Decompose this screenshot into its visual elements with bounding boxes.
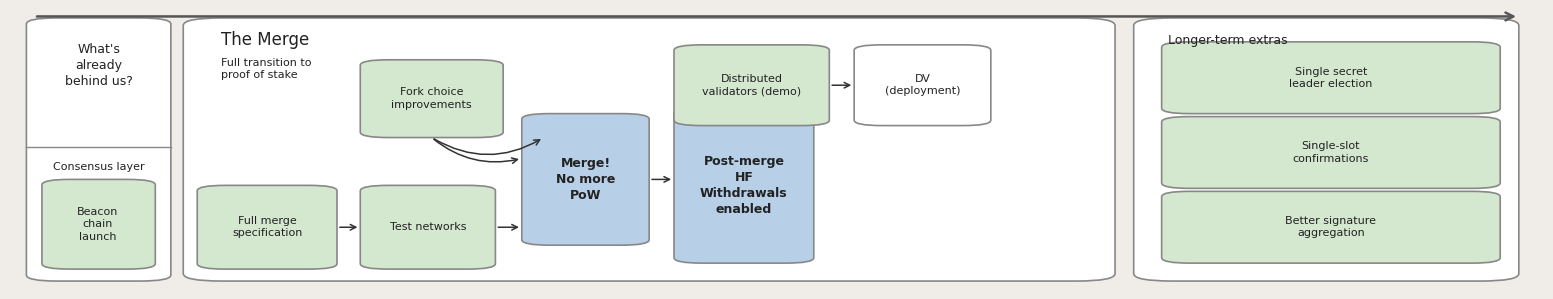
FancyBboxPatch shape <box>674 45 829 126</box>
FancyBboxPatch shape <box>1162 42 1500 114</box>
FancyBboxPatch shape <box>1162 117 1500 188</box>
Text: Single secret
leader election: Single secret leader election <box>1289 67 1373 89</box>
FancyBboxPatch shape <box>360 60 503 138</box>
Text: DV
(deployment): DV (deployment) <box>885 74 960 96</box>
Text: The Merge: The Merge <box>221 31 309 49</box>
Text: What's
already
behind us?: What's already behind us? <box>65 43 132 88</box>
FancyBboxPatch shape <box>522 114 649 245</box>
FancyBboxPatch shape <box>42 179 155 269</box>
Text: Post-merge
HF
Withdrawals
enabled: Post-merge HF Withdrawals enabled <box>700 155 787 216</box>
FancyBboxPatch shape <box>1134 18 1519 281</box>
Text: Single-slot
confirmations: Single-slot confirmations <box>1292 141 1370 164</box>
Text: Merge!
No more
PoW: Merge! No more PoW <box>556 157 615 202</box>
FancyBboxPatch shape <box>854 45 991 126</box>
Text: Longer-term extras: Longer-term extras <box>1168 34 1287 47</box>
Text: Better signature
aggregation: Better signature aggregation <box>1286 216 1376 238</box>
Text: Beacon
chain
launch: Beacon chain launch <box>78 207 118 242</box>
Text: Consensus layer: Consensus layer <box>53 162 144 173</box>
Text: Fork choice
improvements: Fork choice improvements <box>391 88 472 110</box>
FancyBboxPatch shape <box>183 18 1115 281</box>
Text: Full transition to
proof of stake: Full transition to proof of stake <box>221 58 311 80</box>
FancyBboxPatch shape <box>197 185 337 269</box>
FancyBboxPatch shape <box>1162 191 1500 263</box>
Text: Distributed
validators (demo): Distributed validators (demo) <box>702 74 801 96</box>
Text: Test networks: Test networks <box>390 222 467 232</box>
FancyBboxPatch shape <box>674 108 814 263</box>
FancyBboxPatch shape <box>360 185 495 269</box>
Text: Full merge
specification: Full merge specification <box>231 216 303 238</box>
FancyBboxPatch shape <box>26 18 171 281</box>
